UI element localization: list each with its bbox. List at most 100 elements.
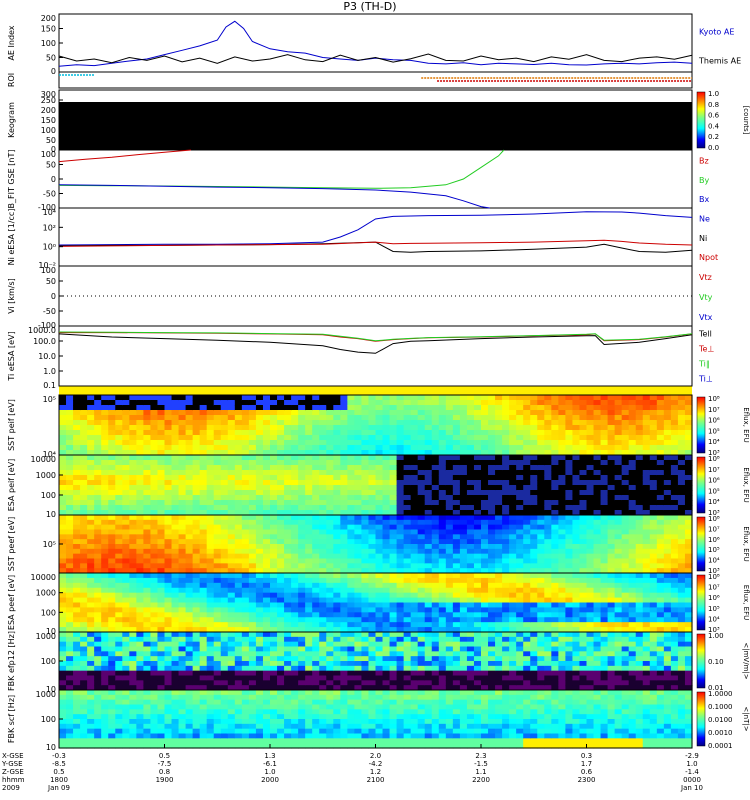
spectrogram-cell bbox=[621, 622, 630, 628]
spectrogram-cell bbox=[80, 592, 88, 599]
spectrogram-cell bbox=[466, 519, 475, 526]
spectrogram-cell bbox=[66, 435, 74, 441]
spectrogram-cell bbox=[178, 646, 187, 652]
spectrogram-cell bbox=[241, 475, 250, 481]
spectrogram-cell bbox=[424, 592, 433, 599]
spectrogram-cell bbox=[66, 500, 74, 506]
spectrogram-cell bbox=[136, 475, 144, 481]
spectrogram-cell bbox=[164, 646, 173, 652]
spectrogram-cell bbox=[600, 400, 609, 406]
spectrogram-cell bbox=[59, 670, 67, 677]
spectrogram-cell bbox=[199, 612, 208, 618]
spectrogram-cell bbox=[572, 450, 581, 456]
spectrogram-cell bbox=[248, 670, 257, 677]
spectrogram-cell bbox=[340, 607, 348, 613]
spectrogram-cell bbox=[220, 410, 229, 416]
spectrogram-cell bbox=[262, 400, 271, 406]
spectrogram-cell bbox=[438, 573, 447, 579]
spectrogram-cell bbox=[255, 553, 264, 560]
spectrogram-cell bbox=[94, 675, 102, 681]
spectrogram-cell bbox=[375, 519, 384, 526]
spectrogram-cell bbox=[129, 651, 137, 657]
spectrogram-cell bbox=[593, 529, 602, 535]
spectrogram-cell bbox=[326, 470, 334, 476]
spectrogram-cell bbox=[326, 577, 334, 584]
spectrogram-cell bbox=[66, 515, 74, 521]
spectrogram-cell bbox=[291, 612, 299, 618]
spectrogram-cell bbox=[220, 582, 229, 589]
spectrogram-cell bbox=[628, 485, 637, 491]
spectrogram-cell bbox=[361, 573, 370, 579]
spectrogram-cell bbox=[340, 435, 348, 441]
spectrogram-cell bbox=[368, 524, 377, 531]
spectrogram-cell bbox=[558, 485, 566, 491]
spectrogram-cell bbox=[565, 563, 574, 569]
spectrogram-cell bbox=[445, 529, 454, 535]
spectrogram-cell bbox=[579, 510, 588, 516]
spectrogram-cell bbox=[164, 410, 173, 416]
spectrogram-cell bbox=[270, 430, 278, 436]
spectrogram-cell bbox=[495, 582, 503, 589]
spectrogram-cell bbox=[642, 515, 651, 521]
spectrogram-cell bbox=[523, 455, 531, 461]
spectrogram-cell bbox=[277, 558, 285, 564]
spectrogram-cell bbox=[192, 420, 201, 426]
spectrogram-cell bbox=[572, 400, 581, 406]
spectrogram-cell bbox=[94, 519, 102, 526]
spectrogram-cell bbox=[565, 612, 574, 618]
spectrogram-cell bbox=[558, 405, 566, 411]
spectrogram-cell bbox=[291, 597, 299, 604]
spectrogram-cell bbox=[452, 563, 461, 569]
spectrogram-cell bbox=[234, 597, 243, 604]
spectrogram-cell bbox=[438, 400, 447, 406]
spectrogram-cell bbox=[255, 524, 264, 531]
spectrogram-cell bbox=[192, 455, 201, 461]
spectrogram-cell bbox=[684, 395, 693, 401]
spectrogram-cell bbox=[565, 524, 574, 531]
spectrogram-cell bbox=[375, 558, 384, 564]
spectrogram-cell bbox=[284, 410, 292, 416]
spectrogram-cell bbox=[122, 622, 130, 628]
spectrogram-cell bbox=[438, 485, 447, 491]
spectrogram-cell bbox=[206, 602, 215, 609]
spectrogram-cell bbox=[206, 539, 215, 545]
spectrogram-cell bbox=[298, 622, 306, 628]
spectrogram-cell bbox=[382, 515, 391, 521]
spectrogram-cell bbox=[73, 415, 81, 421]
spectrogram-cell bbox=[73, 485, 81, 491]
spectrogram-cell bbox=[234, 475, 243, 481]
spectrogram-cell bbox=[101, 490, 109, 496]
spectrogram-cell bbox=[354, 534, 363, 540]
spectrogram-cell bbox=[586, 420, 595, 426]
spectrogram-cell bbox=[87, 415, 95, 421]
spectrogram-cell bbox=[663, 607, 672, 613]
spectrogram-cell bbox=[424, 519, 433, 526]
spectrogram-cell bbox=[136, 505, 144, 511]
spectrogram-cell bbox=[509, 425, 517, 431]
spectrogram-cell bbox=[59, 597, 67, 604]
spectrogram-cell bbox=[192, 534, 201, 540]
spectrogram-cell bbox=[94, 534, 102, 540]
spectrogram-cell bbox=[544, 475, 552, 481]
spectrogram-cell bbox=[101, 573, 109, 579]
spectrogram-cell bbox=[115, 440, 123, 446]
spectrogram-cell bbox=[684, 410, 693, 416]
spectrogram-cell bbox=[319, 656, 327, 662]
spectrogram-cell bbox=[396, 420, 405, 426]
spectrogram-cell bbox=[340, 685, 348, 691]
spectrogram-cell bbox=[509, 539, 517, 545]
spectrogram-cell bbox=[579, 500, 588, 506]
spectrogram-cell bbox=[347, 544, 355, 550]
spectrogram-cell bbox=[115, 548, 123, 555]
spectrogram-cell bbox=[213, 420, 222, 426]
spectrogram-cell bbox=[628, 425, 637, 431]
spectrogram-cell bbox=[185, 627, 194, 633]
spectrogram-cell bbox=[600, 534, 609, 540]
spectrogram-cell bbox=[473, 617, 482, 623]
spectrogram-cell bbox=[635, 553, 644, 560]
spectrogram-cell bbox=[431, 627, 440, 633]
spectrogram-cell bbox=[340, 665, 348, 672]
spectrogram-cell bbox=[368, 544, 377, 550]
spectrogram-cell bbox=[340, 680, 348, 686]
spectrogram-cell bbox=[206, 519, 215, 526]
